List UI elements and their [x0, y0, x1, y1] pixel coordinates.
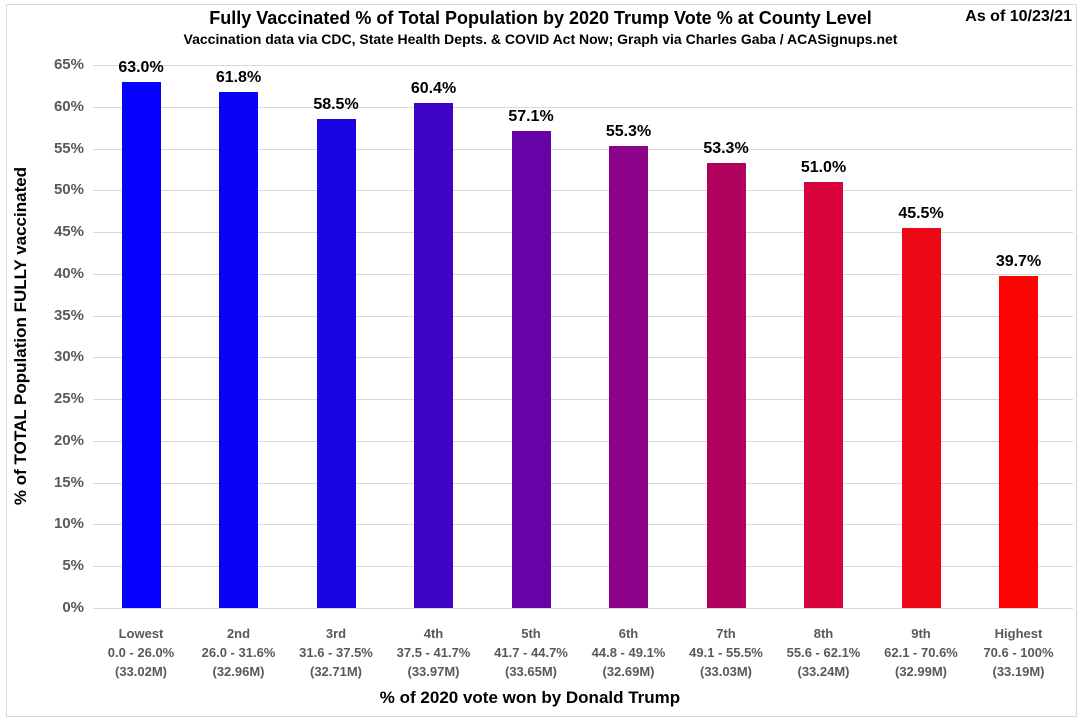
- gridline: [93, 608, 1073, 609]
- gridline: [93, 65, 1073, 66]
- x-category-range: 41.7 - 44.7%: [494, 645, 568, 660]
- x-category-label: 4th 37.5 - 41.7% (33.97M): [382, 624, 486, 681]
- gridline: [93, 106, 1073, 108]
- gridline: [93, 315, 1073, 317]
- y-tick-label: 35%: [53, 306, 84, 324]
- bar-value-label: 51.0%: [800, 158, 847, 176]
- x-category-range: 37.5 - 41.7%: [396, 645, 471, 660]
- x-category-label: 5th 41.7 - 44.7% (33.65M): [479, 624, 583, 681]
- x-category-decile: 7th: [716, 626, 736, 641]
- x-category-decile: Lowest: [118, 626, 164, 641]
- x-category-label: 9th 62.1 - 70.6% (32.99M): [869, 624, 973, 681]
- gridline: [93, 148, 1073, 150]
- x-category-decile: 5th: [521, 626, 541, 641]
- x-category-population: (33.65M): [504, 664, 558, 679]
- x-category-decile: 9th: [911, 626, 931, 641]
- x-category-population: (33.19M): [992, 664, 1045, 679]
- gridline: [93, 524, 1073, 526]
- gridline: [93, 440, 1073, 442]
- chart-subtitle: Vaccination data via CDC, State Health D…: [183, 31, 898, 47]
- bar: [901, 227, 941, 608]
- bar-value-label: 39.7%: [995, 253, 1042, 271]
- x-category-label: 2nd 26.0 - 31.6% (32.96M): [187, 624, 291, 681]
- x-category-label: Highest 70.6 - 100% (33.19M): [967, 624, 1071, 681]
- y-tick-label: 15%: [53, 473, 84, 491]
- gridline: [93, 273, 1073, 275]
- bar-value-label: 53.3%: [703, 139, 749, 157]
- bar: [121, 81, 161, 608]
- bar-value-label: 45.5%: [898, 204, 944, 222]
- bar-value-label: 61.8%: [215, 68, 262, 86]
- y-tick-label: 60%: [53, 97, 84, 115]
- y-tick-label: 5%: [62, 557, 84, 575]
- y-tick-label: 50%: [53, 181, 84, 199]
- x-category-population: (32.71M): [309, 664, 363, 679]
- y-tick-label: 10%: [53, 515, 84, 533]
- y-tick-label: 65%: [53, 56, 84, 73]
- bar: [511, 130, 551, 608]
- x-category-population: (33.97M): [407, 664, 460, 679]
- bar: [414, 103, 453, 608]
- bar: [999, 276, 1038, 608]
- y-tick-label: 0%: [62, 599, 84, 616]
- x-axis-title: % of 2020 vote won by Donald Trump: [379, 688, 681, 707]
- bar-value-label: 55.3%: [605, 123, 652, 141]
- y-axis-title: % of TOTAL Population FULLY vaccinated: [11, 166, 30, 506]
- x-category-decile: 6th: [618, 626, 639, 641]
- y-tick-label: 40%: [53, 264, 84, 282]
- bar-value-label: 58.5%: [313, 96, 359, 114]
- x-category-population: (32.99M): [894, 664, 948, 679]
- bar-value-label: 60.4%: [410, 80, 457, 98]
- y-tick-label: 55%: [53, 139, 84, 157]
- x-category-population: (33.02M): [114, 664, 168, 679]
- x-category-label: 6th 44.8 - 49.1% (32.69M): [577, 624, 681, 681]
- bar: [706, 162, 746, 608]
- x-category-decile: 3rd: [325, 626, 347, 641]
- x-category-label: 8th 55.6 - 62.1% (33.24M): [772, 624, 876, 681]
- gridline: [93, 399, 1073, 401]
- x-category-population: (33.24M): [797, 664, 850, 679]
- x-category-population: (32.69M): [602, 664, 655, 679]
- y-tick-label: 45%: [53, 223, 84, 241]
- x-category-range: 0.0 - 26.0%: [107, 645, 175, 660]
- x-category-population: (33.03M): [699, 664, 753, 679]
- x-category-range: 55.6 - 62.1%: [786, 645, 861, 660]
- x-category-label: 3rd 31.6 - 37.5% (32.71M): [284, 624, 388, 681]
- x-category-decile: 2nd: [226, 626, 251, 641]
- chart-title: Fully Vaccinated % of Total Population b…: [209, 8, 872, 28]
- bar-value-label: 63.0%: [118, 58, 164, 76]
- x-category-decile: Highest: [994, 626, 1043, 641]
- x-category-range: 70.6 - 100%: [983, 645, 1054, 660]
- x-category-label: Lowest 0.0 - 26.0% (33.02M): [89, 624, 193, 681]
- as-of-date: As of 10/23/21: [961, 8, 1072, 26]
- x-category-population: (32.96M): [212, 664, 265, 679]
- gridline: [93, 482, 1073, 484]
- bar-value-label: 57.1%: [508, 107, 554, 125]
- gridline: [93, 232, 1073, 234]
- x-category-range: 49.1 - 55.5%: [689, 645, 763, 660]
- x-category-range: 44.8 - 49.1%: [591, 645, 666, 660]
- y-tick-label: 30%: [53, 348, 84, 366]
- y-tick-label: 25%: [53, 390, 84, 408]
- gridline: [93, 357, 1073, 359]
- y-tick-label: 20%: [53, 431, 84, 449]
- x-category-range: 62.1 - 70.6%: [884, 645, 958, 660]
- x-category-decile: 8th: [813, 626, 834, 641]
- x-category-label: 7th 49.1 - 55.5% (33.03M): [674, 624, 778, 681]
- x-category-decile: 4th: [423, 626, 444, 641]
- bar: [219, 91, 258, 608]
- x-category-range: 26.0 - 31.6%: [201, 645, 276, 660]
- x-category-range: 31.6 - 37.5%: [299, 645, 373, 660]
- bar: [609, 146, 648, 608]
- gridline: [93, 566, 1073, 568]
- bar: [316, 119, 356, 608]
- gridline: [93, 190, 1073, 192]
- bar: [804, 181, 843, 608]
